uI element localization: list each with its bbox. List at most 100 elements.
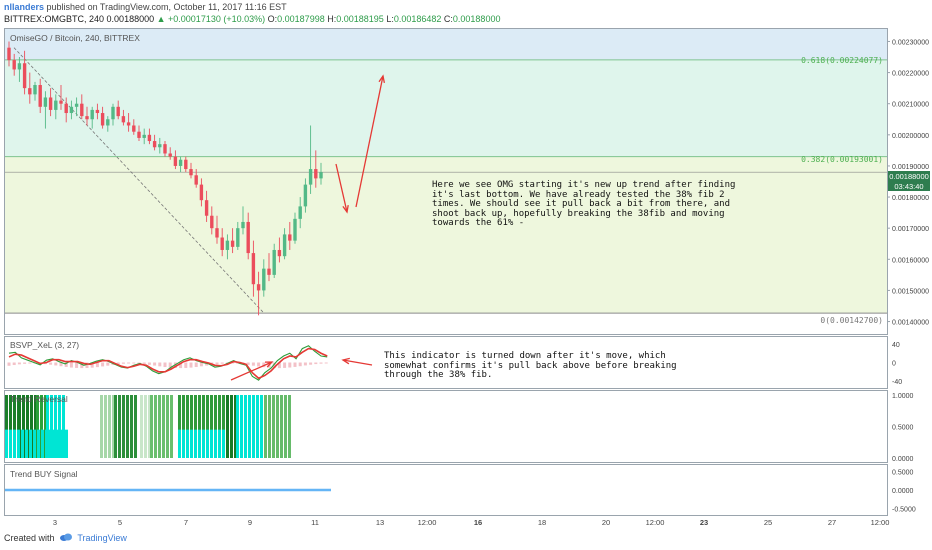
- symbol-info: BITTREX:OMGBTC, 240 0.00188000 ▲ +0.0001…: [4, 14, 500, 24]
- candle-body: [262, 268, 266, 291]
- bsvp-histogram-bar: [288, 362, 292, 368]
- y-tick-label: 0.00140000: [892, 320, 929, 327]
- trend-bar: [40, 395, 43, 458]
- bsvp-histogram-bar: [324, 362, 328, 364]
- candle-body: [100, 113, 105, 126]
- trend-bar: [126, 395, 129, 458]
- trend-bar: [158, 395, 161, 458]
- candle-body: [7, 47, 11, 61]
- bsvp-histogram-bar: [272, 362, 276, 369]
- bsvp-arrow-left: [342, 359, 373, 366]
- trend-legend: Trend Reversal: [10, 394, 68, 404]
- bsvp-histogram-bar: [28, 362, 32, 364]
- trend-bar: [276, 395, 279, 458]
- candle-body: [194, 175, 198, 185]
- candle-body: [184, 159, 188, 170]
- bsvp-histogram-bar: [95, 362, 99, 368]
- trend-bar-low: [210, 429, 213, 458]
- bsvp-histogram-bar: [199, 362, 203, 367]
- trend-bar: [114, 395, 117, 458]
- trend-bar: [140, 395, 143, 458]
- y-tick-label: 0.0000: [892, 488, 914, 495]
- trend-bar-low: [260, 429, 263, 458]
- bsvp-histogram-bar: [220, 362, 224, 364]
- trend-bar: [190, 395, 193, 458]
- candle-body: [85, 116, 89, 120]
- trend-bar-low: [206, 429, 209, 458]
- x-tick-label: 16: [474, 518, 482, 527]
- trend-bar: [54, 395, 57, 458]
- bsvp-red-line: [8, 347, 328, 380]
- trend-bar-low: [178, 429, 181, 458]
- author-link[interactable]: nllanders: [4, 2, 45, 12]
- annotation-line: towards the 61% -: [432, 218, 525, 228]
- candle-body: [215, 228, 219, 238]
- y-tick-label: -0.5000: [892, 506, 916, 513]
- bsvp-histogram-bar: [142, 362, 146, 365]
- chart-canvas[interactable]: 0.00230000 0.00220000 0.00210000 0.00200000…: [0, 0, 932, 532]
- main-annotation[interactable]: Here we see OMG starting it's new up tre…: [432, 180, 736, 229]
- trend-bar: [252, 395, 255, 458]
- candle-body: [147, 134, 152, 142]
- y-tick-label: 0.00170000: [892, 226, 929, 233]
- x-tick-label: 27: [828, 518, 836, 527]
- annotation-line: Here we see OMG starting it's new up tre…: [432, 180, 736, 190]
- candle-body: [22, 63, 27, 89]
- y-tick-label: 0.5000: [892, 425, 914, 432]
- annotation-line: times. We should see it pull back a bit …: [432, 199, 731, 209]
- x-tick-label: 23: [700, 518, 708, 527]
- x-tick-label: 12:00: [871, 518, 890, 527]
- candle-body: [38, 85, 42, 107]
- candle-body: [204, 200, 209, 216]
- candle-body: [163, 144, 167, 154]
- last-price: 0.00188000: [106, 14, 155, 24]
- bsvp-histogram-bar: [137, 362, 141, 364]
- candle-body: [178, 159, 183, 166]
- trend-bar-low: [194, 429, 197, 458]
- bsvp-annotation[interactable]: This indicator is turned down after it's…: [384, 351, 677, 381]
- trend-bar: [34, 395, 37, 458]
- arrow-down: [335, 163, 348, 213]
- trend-bar: [236, 395, 239, 458]
- trend-bar: [108, 395, 111, 458]
- tradingview-brand[interactable]: TradingView: [77, 533, 127, 543]
- trend-bar-low: [9, 429, 12, 458]
- candle-body: [298, 206, 302, 219]
- bsvp-pane[interactable]: [4, 336, 888, 389]
- trend-bar: [248, 395, 251, 458]
- trend-bar: [26, 395, 29, 458]
- y-tick-label: 0.00230000: [892, 39, 929, 46]
- candle-body: [54, 100, 58, 110]
- trend-bar-low: [17, 429, 20, 458]
- y-tick-label: 0.0000: [892, 456, 914, 463]
- bsvp-histogram-bar: [147, 362, 151, 365]
- candle-body: [132, 125, 136, 132]
- fib-trend-line: [13, 47, 265, 314]
- tradingview-cloud-icon: [60, 533, 73, 541]
- x-tick-label: 13: [376, 518, 384, 527]
- trend-bar: [264, 395, 267, 458]
- trend-bar-low: [65, 429, 68, 458]
- candle-body: [17, 63, 22, 70]
- trend-bar-low: [222, 429, 225, 458]
- candle-body: [272, 249, 276, 275]
- bsvp-arrow-up: [230, 361, 273, 381]
- ohlc-open: 0.00187998: [277, 14, 325, 24]
- y-tick-label: -40: [892, 379, 902, 386]
- bsvp-histogram-bar: [54, 362, 58, 366]
- candle-body: [116, 106, 120, 117]
- trend-bar: [13, 395, 16, 458]
- candle-body: [168, 153, 172, 157]
- candle-body: [158, 144, 162, 148]
- candle-body: [319, 172, 323, 179]
- trend-bar: [62, 395, 65, 458]
- bsvp-histogram-bar: [251, 362, 255, 366]
- trend-bar: [162, 395, 165, 458]
- x-tick-label: 3: [53, 518, 57, 527]
- publish-text: published on TradingView.com, October 11…: [46, 2, 287, 12]
- ohlc-high-key: H:: [327, 14, 337, 24]
- trend-bar: [202, 395, 205, 458]
- candle-body: [90, 109, 94, 120]
- ohlc-close-key: C:: [443, 14, 453, 24]
- bsvp-histogram-bar: [314, 362, 318, 365]
